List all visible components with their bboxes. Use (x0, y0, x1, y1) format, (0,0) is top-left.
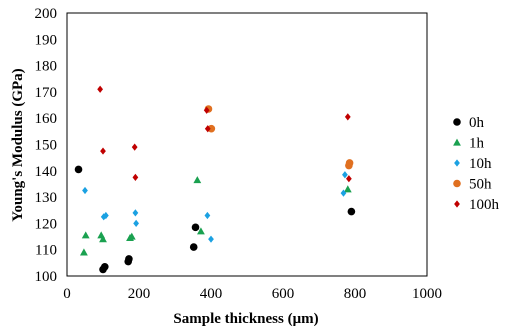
point-0h (74, 165, 83, 174)
point-100h (97, 85, 103, 93)
x-axis-title: Sample thickness (μm) (173, 311, 318, 327)
point-100h (100, 147, 106, 155)
x-tick-label: 400 (200, 286, 223, 302)
y-tick-label: 190 (35, 32, 58, 48)
point-10h (208, 235, 214, 243)
x-tick-label: 600 (272, 286, 295, 302)
y-axis-title: Young's Modulus (GPa) (10, 68, 26, 221)
point-100h (131, 143, 138, 151)
point-0h (125, 255, 133, 263)
point-100h (132, 173, 139, 181)
y-tick-label: 180 (35, 59, 58, 75)
legend-label-10h: 10h (469, 156, 492, 172)
point-10h (340, 189, 347, 197)
point-1h (81, 231, 90, 239)
legend-marker-1h (453, 138, 461, 146)
point-10h (342, 171, 348, 179)
legend-marker-50h (453, 179, 461, 188)
point-10h (82, 186, 88, 195)
y-tick-label: 140 (35, 164, 58, 180)
point-50h (345, 159, 354, 167)
point-100h (344, 113, 351, 121)
y-axis-ticks: 100 110 120 130 140 150 160 170 180 190 200 (35, 6, 58, 285)
y-tick-label: 170 (35, 85, 58, 101)
point-1h (99, 235, 107, 243)
legend-marker-10h (454, 159, 460, 167)
point-1h (80, 248, 88, 256)
legend-label-1h: 1h (469, 136, 485, 152)
point-1h (127, 232, 136, 240)
point-10h (132, 209, 139, 217)
point-100h (203, 106, 210, 114)
legend-label-50h: 50h (469, 177, 492, 193)
y-tick-label: 150 (35, 138, 58, 154)
y-tick-label: 160 (35, 111, 58, 127)
legend-label-0h: 0h (469, 115, 485, 131)
point-100h (204, 125, 211, 133)
point-1h (193, 176, 202, 184)
legend: 0h 1h 10h 50h 100h (453, 115, 500, 213)
point-1h (197, 227, 205, 235)
x-tick-label: 200 (128, 286, 151, 302)
point-10h (133, 219, 139, 227)
plot-area (66, 12, 428, 277)
point-10h (204, 211, 211, 220)
data-points (74, 85, 356, 274)
legend-label-100h: 100h (469, 197, 500, 213)
y-tick-label: 130 (35, 190, 58, 206)
x-tick-label: 1000 (412, 286, 442, 302)
x-tick-label: 800 (344, 286, 367, 302)
point-50h (207, 124, 216, 133)
point-10h (103, 211, 109, 220)
point-0h (347, 207, 356, 216)
y-tick-label: 200 (35, 6, 58, 22)
point-0h (191, 223, 200, 232)
point-0h (101, 262, 109, 271)
plot-border (66, 12, 428, 277)
legend-marker-100h (454, 200, 460, 208)
point-0h (189, 243, 198, 251)
x-axis-ticks: 0 200 400 600 800 1000 (63, 286, 442, 302)
y-tick-label: 110 (35, 243, 57, 259)
legend-marker-0h (453, 118, 461, 126)
y-tick-label: 120 (35, 216, 58, 232)
x-tick-label: 0 (63, 286, 71, 302)
point-100h (346, 175, 352, 183)
y-tick-label: 100 (35, 269, 58, 285)
point-1h (343, 185, 352, 193)
